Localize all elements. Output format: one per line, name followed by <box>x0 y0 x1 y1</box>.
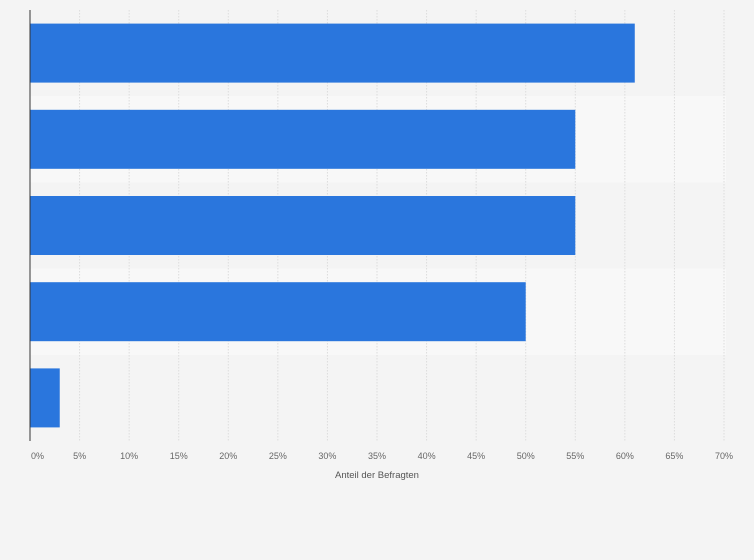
bar[interactable] <box>30 109 576 169</box>
x-tick-label: 65% <box>665 451 683 461</box>
x-tick-label: 60% <box>616 451 634 461</box>
x-tick-label: 35% <box>368 451 386 461</box>
x-tick-label: 15% <box>170 451 188 461</box>
bar[interactable] <box>30 23 635 83</box>
x-tick-label: 55% <box>566 451 584 461</box>
x-tick-label: 25% <box>269 451 287 461</box>
x-tick-label: 70% <box>715 451 733 461</box>
x-tick-label: 50% <box>517 451 535 461</box>
x-tick-label: 30% <box>318 451 336 461</box>
x-axis-title: Anteil der Befragten <box>335 470 419 481</box>
x-tick-label: 5% <box>73 451 86 461</box>
bar[interactable] <box>30 196 576 255</box>
bars <box>30 23 635 428</box>
x-tick-labels: 0% 5% 10% 15% 20% 25% 30% 35% 40% 45% 50% 55% 60% 65%… <box>31 451 733 461</box>
x-tick-label: 45% <box>467 451 485 461</box>
x-tick-label: 40% <box>418 451 436 461</box>
bar[interactable] <box>30 282 526 342</box>
x-tick-label: 10% <box>120 451 138 461</box>
x-tick-label: 20% <box>219 451 237 461</box>
x-tick-label: 0% <box>31 451 44 461</box>
bar[interactable] <box>30 368 60 428</box>
